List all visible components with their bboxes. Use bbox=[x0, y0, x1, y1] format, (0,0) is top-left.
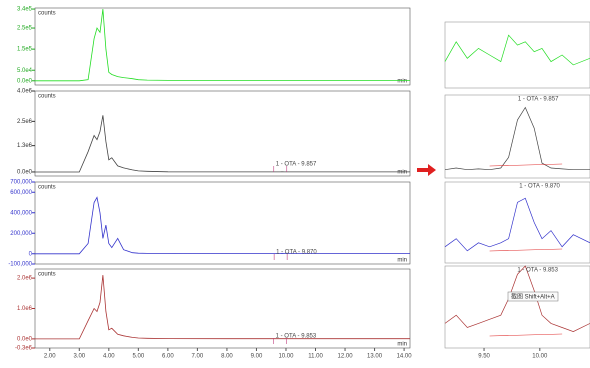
plot-frame bbox=[34, 268, 411, 349]
y-tick-label: 0.0e0 bbox=[17, 78, 33, 84]
zoom-frame bbox=[444, 21, 590, 89]
zoom-frame bbox=[444, 265, 590, 349]
tooltip-text: 截图 Shift+Alt+A bbox=[511, 293, 555, 301]
y-tick-label: -100,000 bbox=[8, 262, 32, 268]
x-unit-label: min bbox=[397, 342, 407, 348]
x-tick-label: 5.00 bbox=[133, 354, 145, 360]
trace bbox=[444, 197, 590, 252]
y-unit-label: counts bbox=[38, 94, 56, 100]
y-tick-label: 1.0e6 bbox=[17, 306, 33, 312]
baseline bbox=[489, 163, 563, 167]
x-tick-label: 7.00 bbox=[192, 354, 204, 360]
x-tick-label: 3.00 bbox=[73, 354, 85, 360]
x-tick-label: 10.00 bbox=[532, 354, 548, 360]
y-tick-label: 2.0e6 bbox=[17, 276, 33, 282]
trace bbox=[35, 115, 410, 173]
y-tick-label: 2.5e5 bbox=[17, 26, 33, 32]
tooltip-box bbox=[507, 291, 559, 302]
trace bbox=[35, 196, 410, 255]
x-tick-label: 14.00 bbox=[397, 354, 413, 360]
trace bbox=[444, 34, 590, 66]
peak-label: 1 - OTA - 9.857 bbox=[518, 97, 559, 103]
peak-label: 1 - OTA - 9.853 bbox=[517, 268, 558, 274]
y-tick-label: 0.0e0 bbox=[17, 336, 33, 342]
x-unit-label: min bbox=[397, 79, 407, 85]
x-tick-label: 9.00 bbox=[251, 354, 263, 360]
x-tick-label: 13.00 bbox=[367, 354, 383, 360]
y-tick-label: -0.3e6 bbox=[15, 346, 33, 352]
y-tick-label: 2.5e6 bbox=[17, 119, 33, 125]
plot-frame bbox=[34, 90, 411, 177]
y-tick-label: 400,000 bbox=[10, 210, 32, 216]
x-tick-label: 8.00 bbox=[221, 354, 233, 360]
y-tick-label: 5.0e4 bbox=[17, 68, 33, 74]
x-unit-label: min bbox=[397, 258, 407, 264]
plot-frame bbox=[34, 7, 411, 86]
peak-label: 1 - OTA - 9.870 bbox=[276, 250, 317, 256]
x-tick-label: 10.00 bbox=[278, 354, 294, 360]
y-tick-label: 4.0e6 bbox=[17, 89, 33, 95]
trace bbox=[35, 9, 410, 82]
x-tick-label: 11.00 bbox=[308, 354, 323, 360]
plot-frame bbox=[34, 181, 411, 265]
y-tick-label: 200,000 bbox=[10, 231, 32, 237]
x-tick-label: 12.00 bbox=[338, 354, 354, 360]
x-unit-label: min bbox=[397, 170, 407, 176]
peak-label: 1 - OTA - 9.857 bbox=[276, 162, 317, 168]
arrow bbox=[417, 164, 436, 176]
y-unit-label: counts bbox=[38, 185, 56, 191]
y-tick-label: 700,000 bbox=[10, 180, 32, 186]
y-unit-label: counts bbox=[38, 272, 56, 278]
x-tick-label: 6.00 bbox=[162, 354, 174, 360]
baseline bbox=[489, 333, 563, 337]
y-tick-label: 1.3e6 bbox=[17, 143, 33, 149]
y-tick-label: 1.5e5 bbox=[17, 47, 33, 53]
trace bbox=[444, 106, 590, 171]
trace bbox=[35, 275, 410, 340]
y-tick-label: 600,000 bbox=[10, 190, 32, 196]
y-tick-label: 0 bbox=[29, 251, 33, 257]
peak-label: 1 - OTA - 9.870 bbox=[519, 184, 560, 190]
trace bbox=[444, 265, 590, 332]
zoom-frame bbox=[444, 94, 590, 179]
zoom-frame bbox=[444, 181, 590, 264]
y-tick-label: 0.0e0 bbox=[17, 170, 33, 176]
x-tick-label: 9.50 bbox=[478, 354, 490, 360]
x-tick-label: 4.00 bbox=[103, 354, 115, 360]
y-unit-label: counts bbox=[38, 11, 56, 17]
baseline bbox=[489, 248, 563, 252]
peak-label: 1 - OTA - 9.853 bbox=[276, 334, 317, 340]
y-tick-label: 3.4e5 bbox=[17, 7, 33, 13]
x-tick-label: 2.00 bbox=[44, 354, 56, 360]
